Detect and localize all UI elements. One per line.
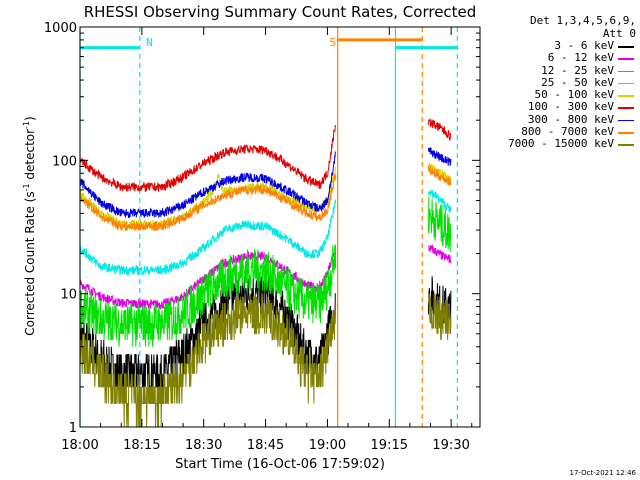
series-line-3-post xyxy=(428,189,452,213)
y-axis-label-suffix: ) xyxy=(23,116,37,121)
series-line-8-pre xyxy=(79,293,337,428)
legend-item-label: 100 - 300 keV xyxy=(527,100,614,114)
legend-item: 3 - 6 keV xyxy=(488,39,636,52)
legend-item: 300 - 800 keV xyxy=(488,112,636,126)
legend-item-label: 300 - 800 keV xyxy=(527,112,614,126)
plot-frame xyxy=(79,26,481,428)
legend-item-label: 12 - 25 keV xyxy=(541,63,614,77)
legend-item-label: 7000 - 15000 keV xyxy=(508,137,614,151)
y-tick-label-3: 1000 xyxy=(44,21,77,36)
legend-swatch xyxy=(618,46,634,48)
legend-item: 100 - 300 keV xyxy=(488,101,636,113)
series-line-7-post xyxy=(428,165,452,186)
axis-ticks: 18:00 18:15 18:30 18:45 19:00 19:15 19:30 1 10 10… xyxy=(44,21,480,453)
x-tick-label-2: 18:30 xyxy=(185,438,222,453)
series-line-2-pre xyxy=(79,244,337,347)
x-tick-label-6: 19:30 xyxy=(432,438,469,453)
y-tick-label-0: 1 xyxy=(69,421,77,436)
chart-title: RHESSI Observing Summary Count Rates, Co… xyxy=(84,3,477,21)
legend-item: 800 - 7000 keV xyxy=(488,125,636,139)
x-tick-label-0: 18:00 xyxy=(61,438,98,453)
legend-item: 25 - 50 keV xyxy=(488,75,636,89)
legend-swatch xyxy=(618,144,634,146)
legend-swatch xyxy=(618,82,634,85)
series-line-7-pre xyxy=(79,173,337,231)
legend-swatch xyxy=(618,119,634,122)
series-line-1-post xyxy=(428,243,452,264)
legend-swatch xyxy=(618,132,634,134)
y-axis-label-sup2: -1 xyxy=(22,121,31,129)
legend-item-label: 3 - 6 keV xyxy=(554,39,614,52)
legend-item-label: 6 - 12 keV xyxy=(547,51,614,65)
y-axis-label-sup1: -1 xyxy=(22,183,31,191)
series-line-4-pre xyxy=(79,166,337,230)
series-line-3-pre xyxy=(79,199,337,277)
series-lines xyxy=(79,118,452,428)
series-line-6-pre xyxy=(79,151,336,218)
legend-item-label: 50 - 100 keV xyxy=(534,88,614,102)
x-tick-label-4: 19:00 xyxy=(309,438,346,453)
legend-swatch xyxy=(618,70,634,73)
series-line-6-post xyxy=(428,147,452,166)
legend-item-label: 800 - 7000 keV xyxy=(521,125,614,139)
footer-timestamp: 17-Oct-2021 12:46 xyxy=(569,469,636,477)
legend-swatch xyxy=(618,58,634,60)
series-line-5-post xyxy=(428,118,452,142)
y-axis-label-prefix: Corrected Count Rate (s xyxy=(23,191,37,335)
legend-item-label: 25 - 50 keV xyxy=(541,75,614,89)
flag-label-S: S xyxy=(329,36,336,49)
legend-item: 7000 - 15000 keV xyxy=(488,138,636,150)
y-axis-label-mid: detector xyxy=(23,129,37,184)
y-tick-label-1: 10 xyxy=(60,288,77,303)
legend-item: 50 - 100 keV xyxy=(488,88,636,102)
series-line-8-post xyxy=(428,293,452,340)
x-tick-label-5: 19:15 xyxy=(371,438,408,453)
legend-item: 6 - 12 keV xyxy=(488,51,636,65)
y-tick-label-2: 100 xyxy=(52,154,77,169)
legend-item: 12 - 25 keV xyxy=(488,63,636,77)
y-axis-label: Corrected Count Rate (s-1 detector-1) xyxy=(22,116,37,335)
legend: Det 1,3,4,5,6,9, Att 0 3 - 6 keV 6 - 12 k… xyxy=(488,14,636,151)
series-line-2-post xyxy=(428,196,452,253)
legend-header-attenuator: Att 0 xyxy=(602,27,636,40)
series-line-5-pre xyxy=(79,125,337,192)
legend-header-detectors: Det 1,3,4,5,6,9, xyxy=(530,14,636,27)
legend-swatch xyxy=(618,95,634,97)
x-tick-label-1: 18:15 xyxy=(123,438,160,453)
x-tick-label-3: 18:45 xyxy=(247,438,284,453)
x-axis-label: Start Time (16-Oct-06 17:59:02) xyxy=(175,457,385,472)
flag-label-N: N xyxy=(146,36,153,49)
legend-swatch xyxy=(618,107,634,109)
